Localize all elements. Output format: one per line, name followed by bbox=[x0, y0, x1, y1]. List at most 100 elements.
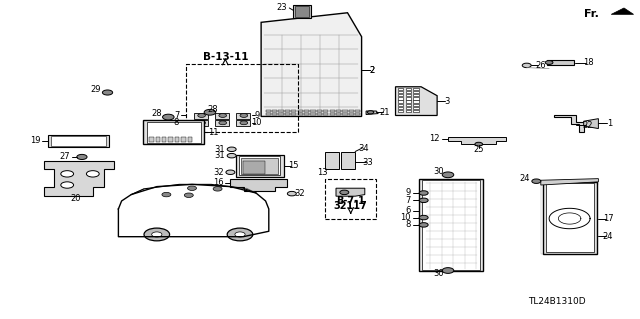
Bar bbox=[413, 97, 419, 100]
Bar bbox=[330, 113, 335, 115]
Bar bbox=[349, 110, 354, 112]
Text: B-7-1: B-7-1 bbox=[336, 196, 365, 206]
Circle shape bbox=[86, 171, 99, 177]
Text: 16: 16 bbox=[212, 178, 223, 187]
Text: 2: 2 bbox=[369, 66, 374, 75]
Bar bbox=[398, 94, 403, 96]
Bar bbox=[215, 120, 229, 126]
Bar bbox=[317, 113, 322, 115]
Bar bbox=[406, 94, 411, 96]
Text: 24: 24 bbox=[603, 232, 613, 241]
Text: 23: 23 bbox=[276, 4, 287, 12]
Bar bbox=[293, 5, 311, 18]
Polygon shape bbox=[541, 179, 598, 185]
Bar bbox=[310, 113, 316, 115]
Circle shape bbox=[184, 193, 193, 197]
Text: 2: 2 bbox=[369, 66, 374, 75]
Text: 25: 25 bbox=[474, 145, 484, 154]
Bar bbox=[336, 110, 341, 112]
Bar bbox=[156, 137, 160, 142]
Bar bbox=[186, 64, 298, 132]
Text: 7: 7 bbox=[174, 111, 179, 120]
Bar bbox=[278, 110, 284, 112]
Circle shape bbox=[61, 182, 74, 188]
Circle shape bbox=[367, 111, 374, 114]
Bar bbox=[304, 110, 309, 112]
Circle shape bbox=[532, 179, 541, 183]
Bar bbox=[406, 104, 411, 106]
Bar bbox=[342, 113, 348, 115]
Text: 7: 7 bbox=[406, 196, 411, 205]
Circle shape bbox=[340, 190, 349, 195]
Bar bbox=[236, 113, 250, 119]
Bar bbox=[398, 100, 403, 103]
Bar bbox=[406, 100, 411, 103]
Bar bbox=[48, 135, 109, 147]
Circle shape bbox=[475, 142, 483, 146]
Bar bbox=[175, 137, 179, 142]
Text: 30: 30 bbox=[433, 167, 444, 176]
Bar bbox=[406, 110, 411, 112]
Bar bbox=[398, 107, 403, 109]
Bar bbox=[147, 122, 201, 143]
Bar bbox=[398, 91, 403, 93]
Bar bbox=[266, 110, 271, 112]
Circle shape bbox=[213, 187, 222, 191]
Text: 18: 18 bbox=[584, 58, 594, 67]
Text: 20: 20 bbox=[70, 194, 81, 203]
Bar bbox=[298, 113, 303, 115]
Bar bbox=[317, 110, 322, 112]
Bar bbox=[236, 155, 284, 177]
Bar bbox=[149, 137, 154, 142]
Bar bbox=[143, 120, 204, 144]
Bar bbox=[291, 110, 296, 112]
Circle shape bbox=[198, 114, 205, 117]
Bar bbox=[422, 180, 480, 270]
Text: 28: 28 bbox=[151, 109, 162, 118]
Text: 24: 24 bbox=[520, 174, 530, 182]
Bar bbox=[413, 94, 419, 96]
Polygon shape bbox=[448, 137, 506, 144]
Text: 22: 22 bbox=[582, 121, 593, 130]
Polygon shape bbox=[554, 115, 584, 132]
Bar bbox=[325, 152, 339, 169]
Text: 30: 30 bbox=[433, 269, 444, 278]
Bar bbox=[546, 183, 594, 252]
Text: 32: 32 bbox=[213, 168, 224, 177]
Circle shape bbox=[198, 121, 205, 125]
Circle shape bbox=[204, 109, 216, 115]
Bar bbox=[398, 97, 403, 100]
Circle shape bbox=[227, 147, 236, 152]
Text: 26: 26 bbox=[536, 61, 546, 70]
Circle shape bbox=[419, 191, 428, 195]
Bar bbox=[236, 120, 250, 126]
Bar bbox=[295, 6, 309, 17]
Circle shape bbox=[545, 61, 553, 64]
Bar bbox=[547, 60, 574, 65]
Bar bbox=[413, 107, 419, 109]
Bar bbox=[543, 182, 597, 254]
Bar bbox=[398, 110, 403, 112]
Circle shape bbox=[419, 198, 428, 203]
Text: 31: 31 bbox=[214, 151, 225, 160]
Text: 6: 6 bbox=[406, 206, 411, 215]
Circle shape bbox=[77, 154, 87, 160]
Bar bbox=[341, 152, 355, 169]
Bar bbox=[285, 113, 290, 115]
Circle shape bbox=[144, 228, 170, 241]
Polygon shape bbox=[611, 8, 634, 14]
Text: Fr.: Fr. bbox=[584, 9, 598, 19]
Polygon shape bbox=[584, 119, 598, 129]
Bar bbox=[323, 113, 328, 115]
Bar bbox=[406, 97, 411, 100]
Bar bbox=[342, 110, 348, 112]
Circle shape bbox=[226, 170, 235, 174]
Text: 34: 34 bbox=[358, 144, 369, 153]
Bar bbox=[266, 113, 271, 115]
Bar bbox=[406, 91, 411, 93]
Circle shape bbox=[240, 114, 248, 117]
Text: 27: 27 bbox=[59, 152, 70, 161]
Circle shape bbox=[162, 192, 171, 197]
Circle shape bbox=[61, 171, 74, 177]
Bar bbox=[304, 113, 309, 115]
